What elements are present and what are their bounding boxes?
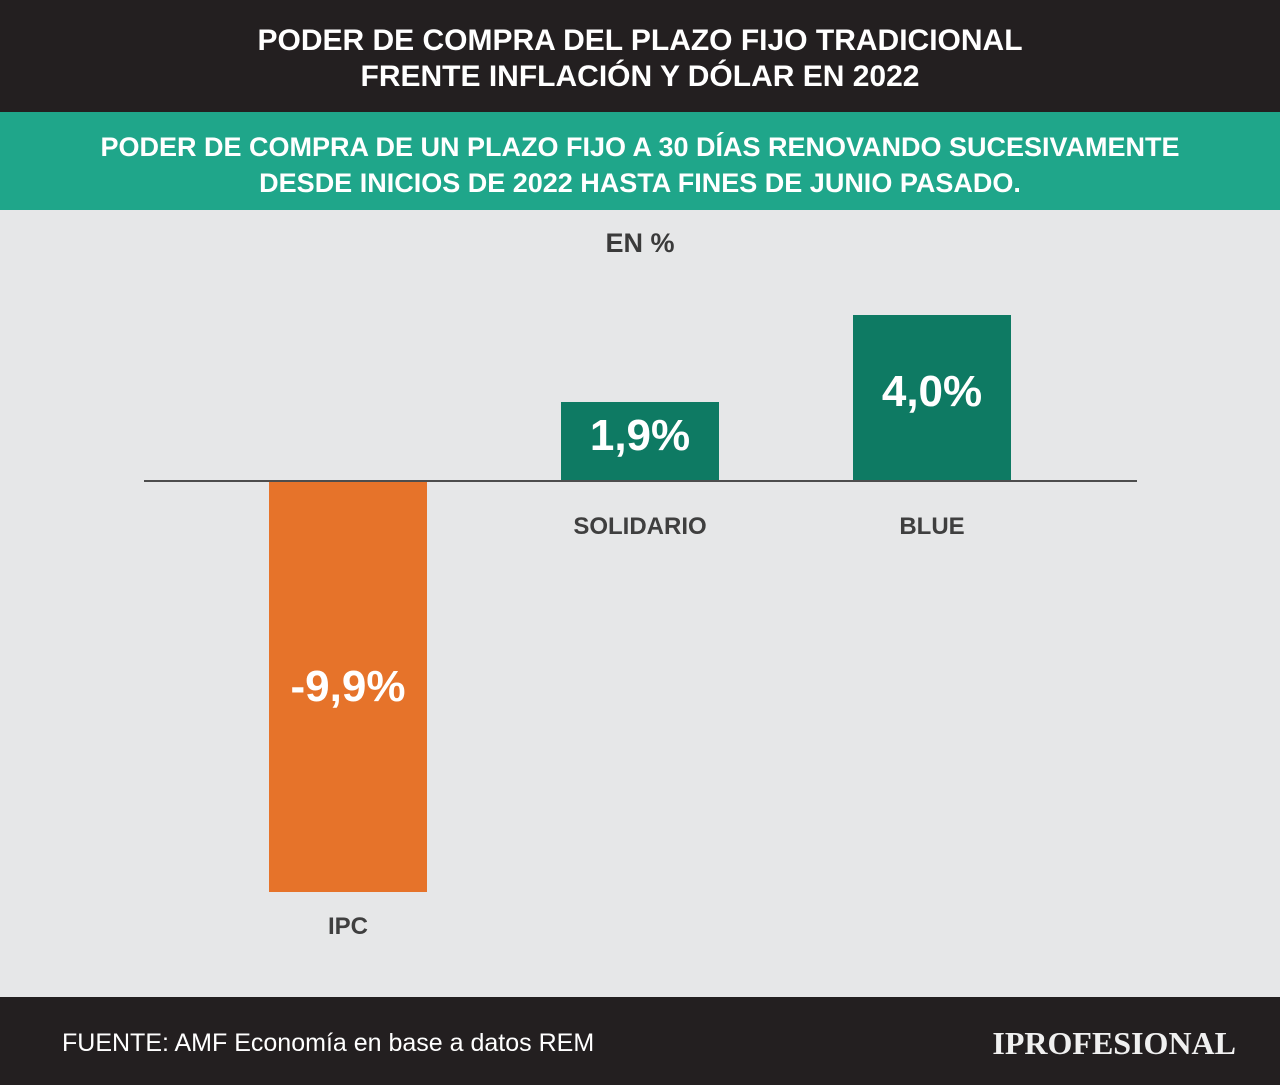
bar-solidario <box>561 402 719 482</box>
subtitle-banner: PODER DE COMPRA DE UN PLAZO FIJO A 30 DÍ… <box>0 112 1280 210</box>
chart-subtitle-line-2: DESDE INICIOS DE 2022 HASTA FINES DE JUN… <box>259 168 1021 198</box>
zero-baseline <box>144 480 1137 483</box>
chart-subtitle-line-1: PODER DE COMPRA DE UN PLAZO FIJO A 30 DÍ… <box>100 132 1180 162</box>
category-label-solidario: SOLIDARIO <box>573 513 707 541</box>
value-label-blue: 4,0% <box>881 367 983 417</box>
category-label-ipc: IPC <box>327 913 368 940</box>
unit-label: EN % <box>605 228 675 258</box>
chart-title-line-2: FRENTE INFLACIÓN Y DÓLAR EN 2022 <box>360 60 920 93</box>
iprofesional-logo: IPROFESIONAL <box>992 1025 1236 1061</box>
category-label-blue: BLUE <box>899 513 965 541</box>
source-note: FUENTE: AMF Economía en base a datos REM <box>62 1029 595 1057</box>
footer-bar: FUENTE: AMF Economía en base a datos REM… <box>0 997 1280 1085</box>
chart-plot-area: EN % -9,9% IPC 1,9% SOLIDARIO 4,0% BLUE <box>0 210 1280 997</box>
value-label-ipc: -9,9% <box>290 661 406 711</box>
title-banner: PODER DE COMPRA DEL PLAZO FIJO TRADICION… <box>0 0 1280 112</box>
bar-ipc <box>269 481 427 892</box>
value-label-solidario: 1,9% <box>589 410 691 460</box>
chart-title-line-1: PODER DE COMPRA DEL PLAZO FIJO TRADICION… <box>257 24 1023 57</box>
bar-blue <box>853 315 1011 482</box>
